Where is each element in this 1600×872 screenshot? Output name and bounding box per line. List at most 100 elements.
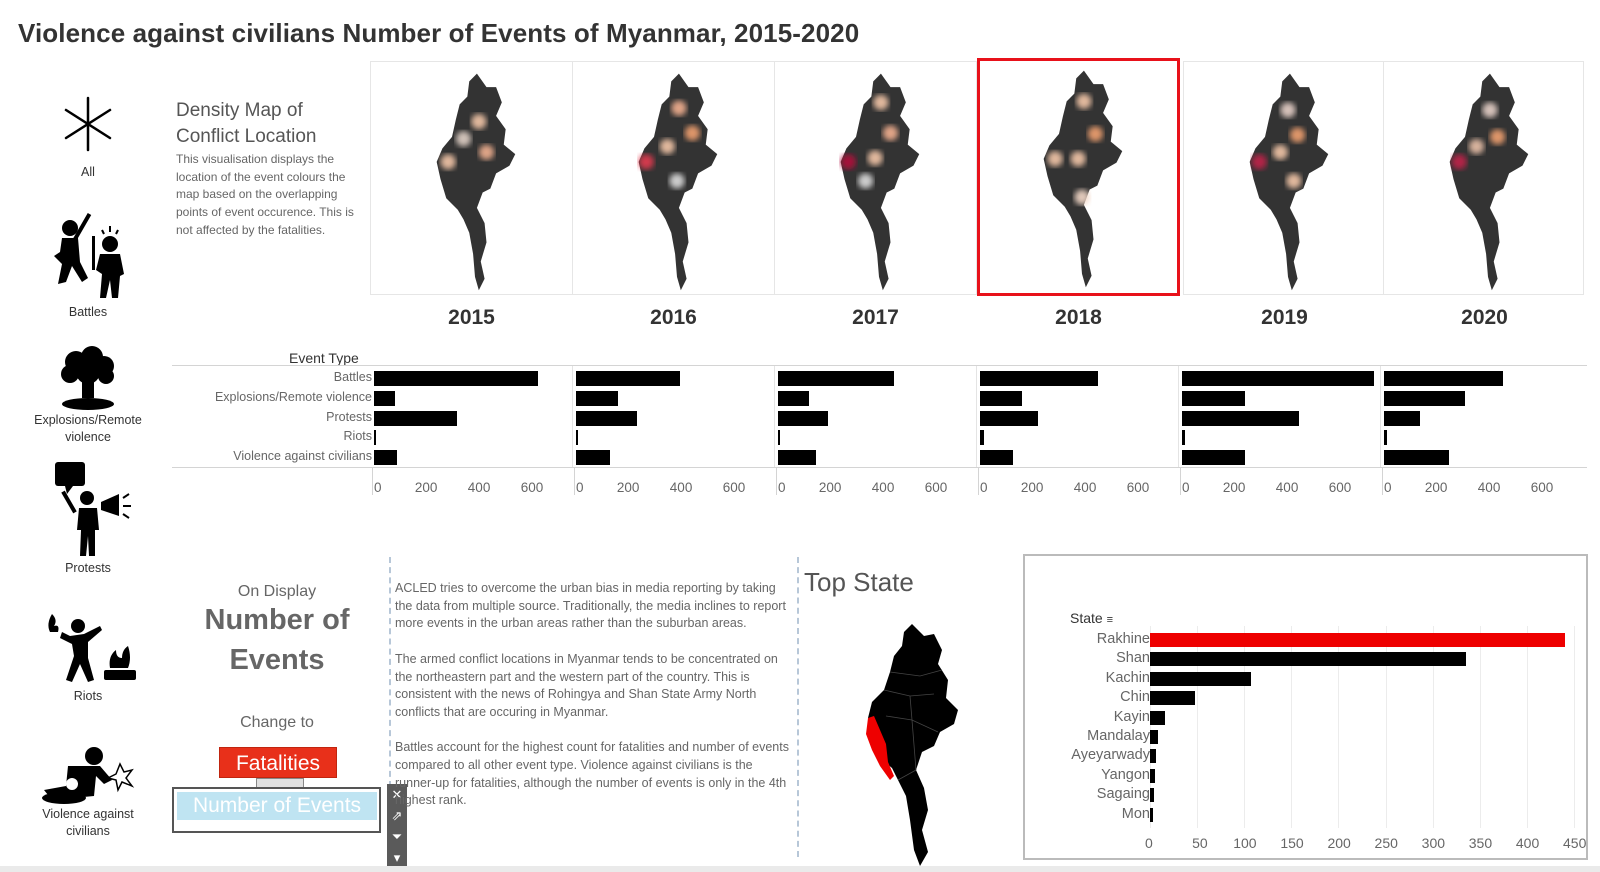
state-label: Chin xyxy=(1120,689,1150,706)
axis-tick-label: 200 xyxy=(1222,480,1246,495)
event-bar[interactable] xyxy=(778,430,781,445)
state-bar[interactable] xyxy=(1150,633,1565,647)
density-map-2020[interactable] xyxy=(1383,61,1584,295)
state-bar[interactable] xyxy=(1150,788,1154,803)
axis-baseline xyxy=(776,467,777,495)
grid-line xyxy=(1479,626,1481,828)
number-of-events-button-label: Number of Events xyxy=(177,792,377,820)
state-label: Yangon xyxy=(1101,766,1150,783)
density-hotspot xyxy=(671,100,687,116)
density-hotspot xyxy=(659,138,676,155)
state-bar[interactable] xyxy=(1150,807,1153,822)
density-hotspot xyxy=(455,131,472,147)
state-bar[interactable] xyxy=(1150,768,1155,783)
event-bar[interactable] xyxy=(980,450,1013,465)
event-bar[interactable] xyxy=(1182,371,1374,386)
filter-icon[interactable]: ⏷ xyxy=(391,829,403,844)
grid-line xyxy=(1432,626,1434,828)
filter-violence-against-civilians[interactable]: Violence against civilians xyxy=(24,746,152,840)
event-bar[interactable] xyxy=(374,450,398,465)
event-bar[interactable] xyxy=(980,411,1039,426)
event-bar[interactable] xyxy=(576,371,681,386)
event-bar[interactable] xyxy=(778,391,810,406)
event-bar[interactable] xyxy=(576,450,611,465)
number-of-events-button[interactable]: Number of Events xyxy=(172,787,381,833)
density-hotspot xyxy=(1451,154,1467,170)
density-map-2019[interactable] xyxy=(1183,61,1386,295)
axis-tick-label: 200 xyxy=(1020,480,1044,495)
axis-tick-label: 600 xyxy=(1126,480,1150,495)
axis-baseline xyxy=(978,467,979,495)
event-bar[interactable] xyxy=(778,371,895,386)
axis-tick-label: 200 xyxy=(818,480,842,495)
axis-tick-label: 400 xyxy=(467,480,491,495)
state-axis-tick: 300 xyxy=(1421,835,1446,851)
year-label-2019: 2019 xyxy=(1261,306,1308,329)
density-hotspot xyxy=(1280,102,1296,118)
state-bar[interactable] xyxy=(1150,710,1166,725)
event-bar[interactable] xyxy=(980,430,984,445)
rakhine-state-highlight[interactable] xyxy=(866,716,894,780)
event-bar[interactable] xyxy=(374,430,376,445)
filter-battles[interactable]: Battles xyxy=(24,208,152,321)
myanmar-density-map xyxy=(1449,73,1529,291)
density-map-2016[interactable] xyxy=(572,61,775,295)
filter-explosions[interactable]: Explosions/Remote violence xyxy=(24,346,152,446)
state-axis-tick: 250 xyxy=(1374,835,1398,851)
state-axis-tick: 450 xyxy=(1563,835,1587,851)
event-bar[interactable] xyxy=(374,391,396,406)
current-measure-line2: Events xyxy=(229,644,325,676)
filter-protests[interactable]: Protests xyxy=(24,460,152,577)
grid-line xyxy=(1150,626,1151,828)
event-bar[interactable] xyxy=(1384,371,1504,386)
event-bar[interactable] xyxy=(1384,430,1387,445)
event-bar[interactable] xyxy=(1182,391,1246,406)
acled-paragraph-3: Battles account for the highest count fo… xyxy=(395,740,789,808)
event-bar[interactable] xyxy=(576,391,618,406)
density-hotspot xyxy=(867,150,883,166)
event-bar[interactable] xyxy=(1182,430,1186,445)
state-bar[interactable] xyxy=(1150,730,1159,744)
density-map-2015[interactable] xyxy=(370,61,573,295)
open-external-icon[interactable]: ⇗ xyxy=(391,808,403,823)
state-bar[interactable] xyxy=(1150,691,1196,706)
event-bar[interactable] xyxy=(1182,450,1245,465)
fatalities-button[interactable]: Fatalities xyxy=(219,747,337,778)
event-bar[interactable] xyxy=(1384,411,1420,426)
event-bar[interactable] xyxy=(374,411,458,426)
state-bar[interactable] xyxy=(1150,652,1466,667)
event-bar[interactable] xyxy=(980,371,1098,386)
event-bar[interactable] xyxy=(1182,411,1299,426)
more-options-icon[interactable]: ▾ xyxy=(393,850,401,865)
axis-tick-label: 200 xyxy=(616,480,640,495)
grid-line xyxy=(1526,626,1528,828)
filter-all[interactable]: All xyxy=(24,92,152,181)
acled-paragraph-1: ACLED tries to overcome the urban bias i… xyxy=(395,581,786,631)
year-label-2015: 2015 xyxy=(448,306,495,329)
state-bar[interactable] xyxy=(1150,749,1156,764)
density-map-2017[interactable] xyxy=(774,61,977,295)
event-bar[interactable] xyxy=(576,430,578,445)
event-bar[interactable] xyxy=(778,411,829,426)
filter-explosions-label: Explosions/Remote violence xyxy=(34,413,142,444)
event-bar[interactable] xyxy=(1384,450,1450,465)
acled-commentary: ACLED tries to overcome the urban bias i… xyxy=(395,580,790,828)
event-bar[interactable] xyxy=(778,450,817,465)
event-bar[interactable] xyxy=(1384,391,1465,406)
battles-icon xyxy=(54,213,124,298)
top-state-map xyxy=(866,624,958,866)
density-map-2018[interactable] xyxy=(977,58,1180,296)
close-icon[interactable]: ✕ xyxy=(391,787,403,802)
year-label-2017: 2017 xyxy=(852,306,899,329)
event-bar[interactable] xyxy=(374,371,538,386)
event-bar[interactable] xyxy=(576,411,638,426)
filter-protests-label: Protests xyxy=(65,561,111,575)
sort-icon[interactable]: ≡ xyxy=(1106,614,1114,626)
event-bar[interactable] xyxy=(980,391,1023,406)
state-bar[interactable] xyxy=(1150,671,1251,686)
state-axis-tick: 400 xyxy=(1515,835,1540,851)
density-hotspot xyxy=(478,144,495,160)
state-axis-tick: 350 xyxy=(1468,835,1493,851)
year-label-2016: 2016 xyxy=(650,306,697,329)
filter-riots[interactable]: Riots xyxy=(24,610,152,705)
